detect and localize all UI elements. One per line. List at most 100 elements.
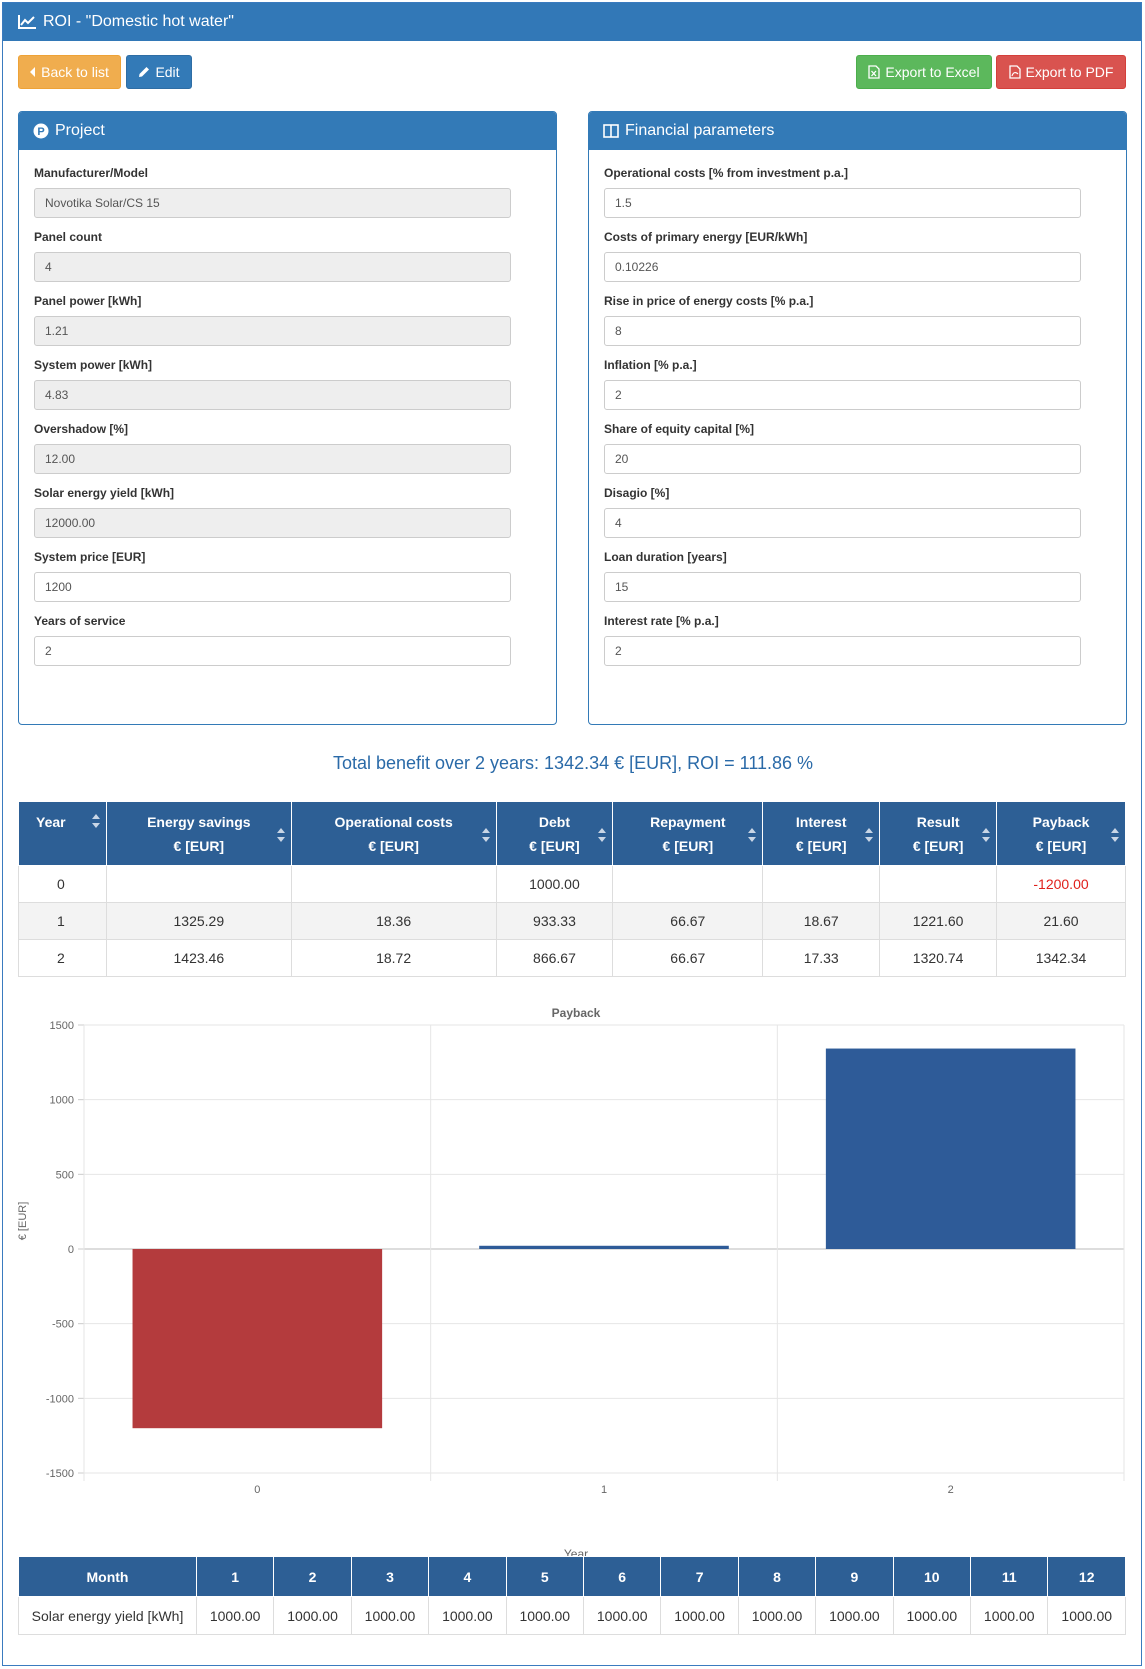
export-excel-button[interactable]: Export to Excel — [856, 55, 992, 89]
col-debt-header[interactable]: Debt € [EUR] — [495, 801, 614, 866]
month-value: 1000.00 — [195, 1596, 275, 1635]
month-value: 1000.00 — [970, 1596, 1049, 1635]
overshadow-input[interactable]: 12.00 — [34, 444, 511, 474]
month-col-header: 5 — [505, 1556, 584, 1597]
month-col-header: 2 — [273, 1556, 352, 1597]
field-label: Panel power [kWh] — [34, 294, 142, 308]
panel-count-input[interactable]: 4 — [34, 252, 511, 282]
col-result-header[interactable]: Result € [EUR] — [879, 801, 998, 866]
cell-result: 1221.60 — [879, 902, 998, 940]
financial-panel-title: Financial parameters — [625, 122, 775, 139]
system-price-input[interactable]: 1200 — [34, 572, 511, 602]
month-value: 1000.00 — [273, 1596, 352, 1635]
chart-ticks: 1500 1000 500 0 -500 -1000 -1500 0 1 2 — [46, 1020, 954, 1496]
field-label: Loan duration [years] — [604, 550, 727, 564]
cell-repayment: 66.67 — [612, 939, 764, 977]
project-panel-title: Project — [55, 122, 105, 139]
edit-label: Edit — [155, 64, 180, 80]
month-col-header: 6 — [582, 1556, 662, 1597]
month-col-header: 4 — [428, 1556, 507, 1597]
edit-button[interactable]: Edit — [126, 55, 192, 89]
cell-interest: 17.33 — [762, 939, 881, 977]
y-tick-label: 1500 — [50, 1020, 74, 1032]
panel-power-field: Panel power [kWh] 1.21 — [34, 294, 511, 346]
cell-operational-costs: 18.72 — [290, 939, 497, 977]
header-label: Interest — [795, 813, 847, 830]
month-col-header: 9 — [815, 1556, 894, 1597]
disagio-input[interactable]: 4 — [604, 508, 1081, 538]
header-unit: € [EUR] — [912, 837, 964, 854]
toolbar: Back to list Edit Export to Excel Export… — [18, 55, 1126, 89]
panel-power-input[interactable]: 1.21 — [34, 316, 511, 346]
month-value: 1000.00 — [815, 1596, 894, 1635]
month-col-header: 11 — [970, 1556, 1049, 1597]
x-tick-label: 0 — [254, 1484, 260, 1496]
month-value: 1000.00 — [350, 1596, 430, 1635]
interest-rate-input[interactable]: 2 — [604, 636, 1081, 666]
cell-debt: 1000.00 — [495, 865, 614, 903]
header-label: Result — [916, 813, 960, 830]
y-tick-label: -1000 — [46, 1393, 74, 1405]
system-power-field: System power [kWh] 4.83 — [34, 358, 511, 410]
payback-bar-2[interactable] — [825, 1048, 1076, 1249]
cell-operational-costs — [290, 865, 497, 903]
chart-bars — [132, 1048, 1076, 1429]
cell-payback: -1200.00 — [996, 865, 1126, 903]
solar-energy-yield-input[interactable]: 12000.00 — [34, 508, 511, 538]
primary-energy-cost-input[interactable]: 0.10226 — [604, 252, 1081, 282]
col-interest-header[interactable]: Interest € [EUR] — [762, 801, 881, 866]
interest-rate-field: Interest rate [% p.a.] 2 — [604, 614, 1081, 666]
header-label: Year — [36, 814, 66, 830]
roi-header-row: Year Energy savings € [EUR] Operational … — [18, 801, 1126, 866]
field-label: System power [kWh] — [34, 358, 153, 372]
loan-duration-input[interactable]: 15 — [604, 572, 1081, 602]
system-power-input[interactable]: 4.83 — [34, 380, 511, 410]
col-year-header[interactable]: Year — [18, 801, 107, 866]
financial-panel-heading: Financial parameters — [589, 112, 1126, 150]
page-header: ROI - "Domestic hot water" — [3, 3, 1141, 41]
export-pdf-button[interactable]: Export to PDF — [996, 55, 1126, 89]
sort-icon — [481, 828, 490, 842]
row-label: Solar energy yield [kWh] — [18, 1596, 197, 1635]
energy-price-rise-input[interactable]: 8 — [604, 316, 1081, 346]
table-row: 2 1423.46 18.72 866.67 66.67 17.33 1320.… — [18, 939, 1126, 977]
month-value: 1000.00 — [737, 1596, 817, 1635]
caret-left-icon — [30, 67, 36, 77]
years-of-service-input[interactable]: 2 — [34, 636, 511, 666]
month-value: 1000.00 — [1047, 1596, 1126, 1635]
disagio-field: Disagio [%] 4 — [604, 486, 1081, 538]
system-price-field: System price [EUR] 1200 — [34, 550, 511, 602]
month-value: 1000.00 — [892, 1596, 972, 1635]
field-label: Solar energy yield [kWh] — [34, 486, 175, 500]
month-value: 1000.00 — [505, 1596, 584, 1635]
energy-price-rise-field: Rise in price of energy costs [% p.a.] 8 — [604, 294, 1081, 346]
month-col-header: 1 — [195, 1556, 275, 1597]
project-panel: P Project Manufacturer/Model Novotika So… — [18, 111, 557, 725]
back-to-list-button[interactable]: Back to list — [18, 55, 121, 89]
operational-costs-field: Operational costs [% from investment p.a… — [604, 166, 1081, 218]
payback-bar-0[interactable] — [132, 1249, 383, 1429]
operational-costs-input[interactable]: 1.5 — [604, 188, 1081, 218]
col-payback-header[interactable]: Payback € [EUR] — [996, 801, 1126, 866]
col-operational-costs-header[interactable]: Operational costs € [EUR] — [290, 801, 497, 866]
overshadow-field: Overshadow [%] 12.00 — [34, 422, 511, 474]
header-unit: € [EUR] — [368, 837, 419, 854]
manufacturer-model-input[interactable]: Novotika Solar/CS 15 — [34, 188, 511, 218]
y-tick-label: -1500 — [46, 1468, 74, 1480]
cell-debt: 933.33 — [495, 902, 614, 940]
cell-repayment — [612, 865, 764, 903]
month-col-header: 12 — [1047, 1556, 1126, 1597]
table-row: 1 1325.29 18.36 933.33 66.67 18.67 1221.… — [18, 902, 1126, 940]
cell-repayment: 66.67 — [612, 902, 764, 940]
col-repayment-header[interactable]: Repayment € [EUR] — [612, 801, 764, 866]
equity-share-input[interactable]: 20 — [604, 444, 1081, 474]
payback-bar-1[interactable] — [479, 1245, 729, 1249]
inflation-input[interactable]: 2 — [604, 380, 1081, 410]
roi-table: Year Energy savings € [EUR] Operational … — [18, 801, 1126, 977]
cell-energy-savings: 1423.46 — [105, 939, 292, 977]
sort-icon — [598, 828, 607, 842]
col-energy-savings-header[interactable]: Energy savings € [EUR] — [105, 801, 292, 866]
project-p-icon: P — [33, 123, 49, 139]
cell-debt: 866.67 — [495, 939, 614, 977]
pdf-file-icon — [1008, 65, 1021, 79]
